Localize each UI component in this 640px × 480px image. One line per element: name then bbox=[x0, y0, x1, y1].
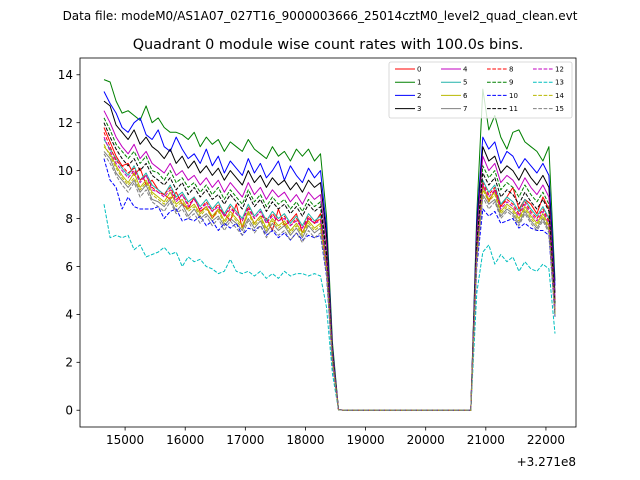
legend-label-4: 4 bbox=[463, 66, 468, 74]
y-tick-label: 8 bbox=[65, 212, 73, 226]
y-tick-label: 2 bbox=[65, 356, 73, 370]
legend-frame bbox=[388, 61, 573, 119]
legend-label-12: 12 bbox=[555, 66, 564, 74]
x-tick-label: 22000 bbox=[527, 433, 565, 447]
x-offset-label: +3.271e8 bbox=[517, 455, 576, 469]
legend-label-0: 0 bbox=[417, 66, 421, 74]
x-tick-label: 15000 bbox=[106, 433, 144, 447]
y-tick-label: 0 bbox=[65, 404, 73, 418]
legend-label-6: 6 bbox=[463, 92, 468, 100]
y-axis: 0 2 4 6 8 10 12 14 bbox=[58, 68, 80, 418]
legend-label-5: 5 bbox=[463, 79, 467, 87]
legend-label-13: 13 bbox=[555, 79, 564, 87]
y-tick-label: 6 bbox=[65, 260, 73, 274]
legend-label-14: 14 bbox=[555, 92, 564, 100]
y-tick-label: 4 bbox=[65, 308, 73, 322]
plot-area bbox=[79, 57, 577, 428]
legend-label-2: 2 bbox=[417, 92, 421, 100]
y-tick-label: 10 bbox=[58, 164, 73, 178]
series-line-13 bbox=[103, 204, 556, 411]
series-layer bbox=[103, 79, 556, 411]
x-tick-label: 17000 bbox=[226, 433, 264, 447]
legend-label-10: 10 bbox=[509, 92, 518, 100]
x-axis: 15000 16000 17000 18000 19000 20000 21000 22000 bbox=[106, 427, 565, 447]
x-tick-label: 20000 bbox=[407, 433, 445, 447]
legend-label-1: 1 bbox=[417, 79, 421, 87]
x-tick-label: 21000 bbox=[467, 433, 505, 447]
legend-label-9: 9 bbox=[509, 79, 513, 87]
series-line-15 bbox=[103, 153, 556, 411]
data-file-caption: Data file: modeM0/AS1A07_027T16_90000036… bbox=[63, 9, 578, 23]
x-tick-label: 19000 bbox=[346, 433, 384, 447]
x-tick-label: 18000 bbox=[286, 433, 324, 447]
y-tick-label: 12 bbox=[58, 116, 73, 130]
legend-label-15: 15 bbox=[555, 105, 564, 113]
legend-label-7: 7 bbox=[463, 105, 467, 113]
legend-label-8: 8 bbox=[509, 66, 513, 74]
chart-title: Quadrant 0 module wise count rates with … bbox=[133, 37, 524, 53]
legend-label-11: 11 bbox=[509, 105, 518, 113]
series-line-9 bbox=[103, 117, 556, 411]
x-tick-label: 16000 bbox=[166, 433, 204, 447]
legend-label-3: 3 bbox=[417, 105, 421, 113]
y-tick-label: 14 bbox=[58, 68, 73, 82]
